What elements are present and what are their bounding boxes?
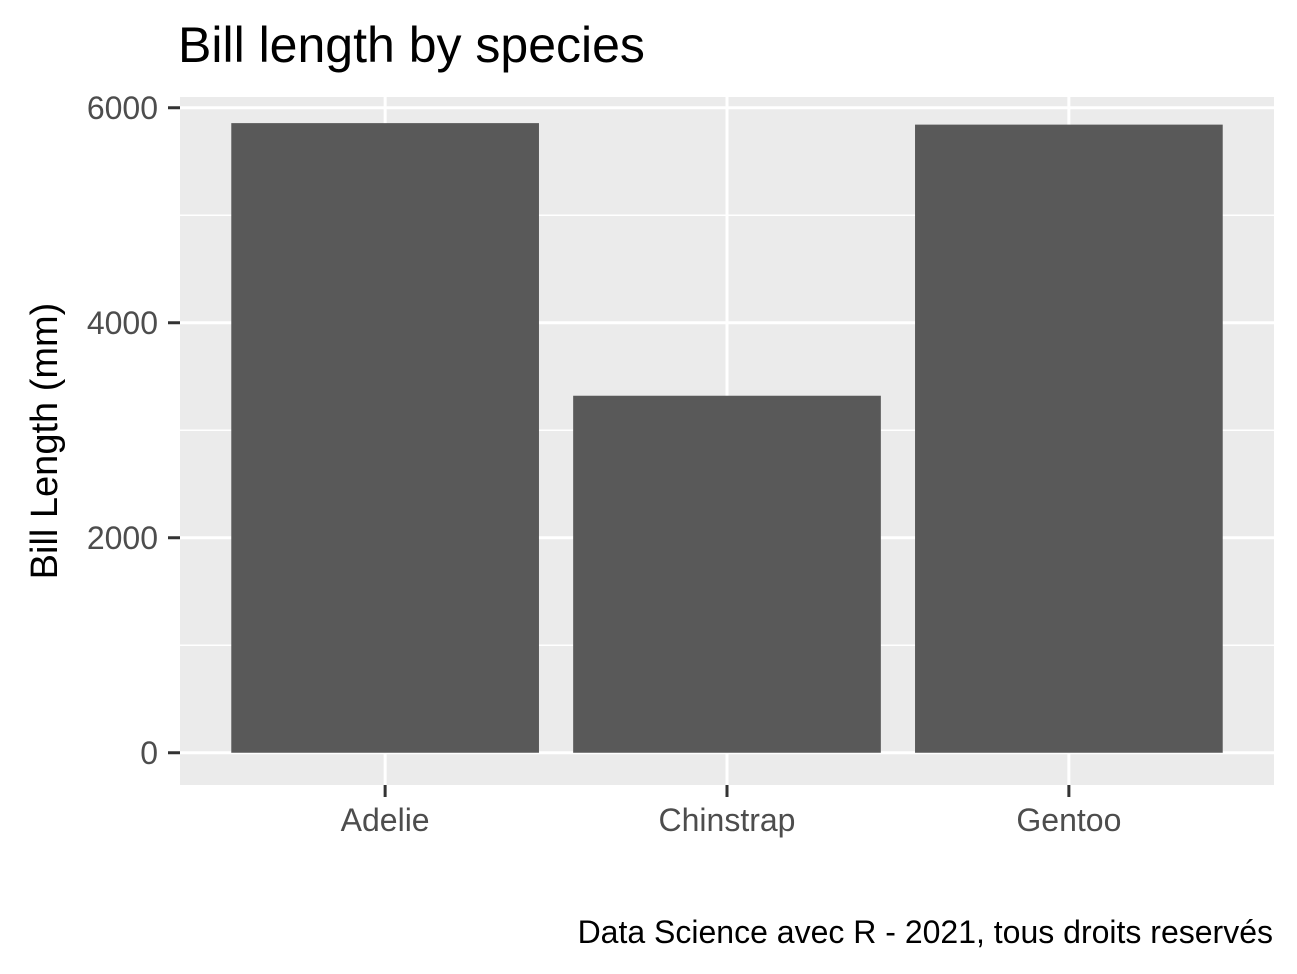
y-tick-label: 0 xyxy=(140,735,158,771)
bar-adelie xyxy=(231,123,539,753)
bar-chinstrap xyxy=(573,395,881,753)
x-tick-label: Gentoo xyxy=(1016,802,1121,838)
axes: 0 2000 4000 6000 Adelie Chinstrap Gentoo xyxy=(87,90,1122,838)
y-tick-label: 4000 xyxy=(87,305,158,341)
x-tick-label: Chinstrap xyxy=(659,802,796,838)
x-tick-label: Adelie xyxy=(341,802,430,838)
y-tick-label: 2000 xyxy=(87,520,158,556)
bars xyxy=(231,123,1223,753)
y-tick-label: 6000 xyxy=(87,90,158,126)
bar-gentoo xyxy=(915,124,1223,753)
y-axis-title: Bill Length (mm) xyxy=(24,303,66,580)
chart-title: Bill length by species xyxy=(178,17,645,73)
chart-caption: Data Science avec R - 2021, tous droits … xyxy=(578,914,1273,950)
